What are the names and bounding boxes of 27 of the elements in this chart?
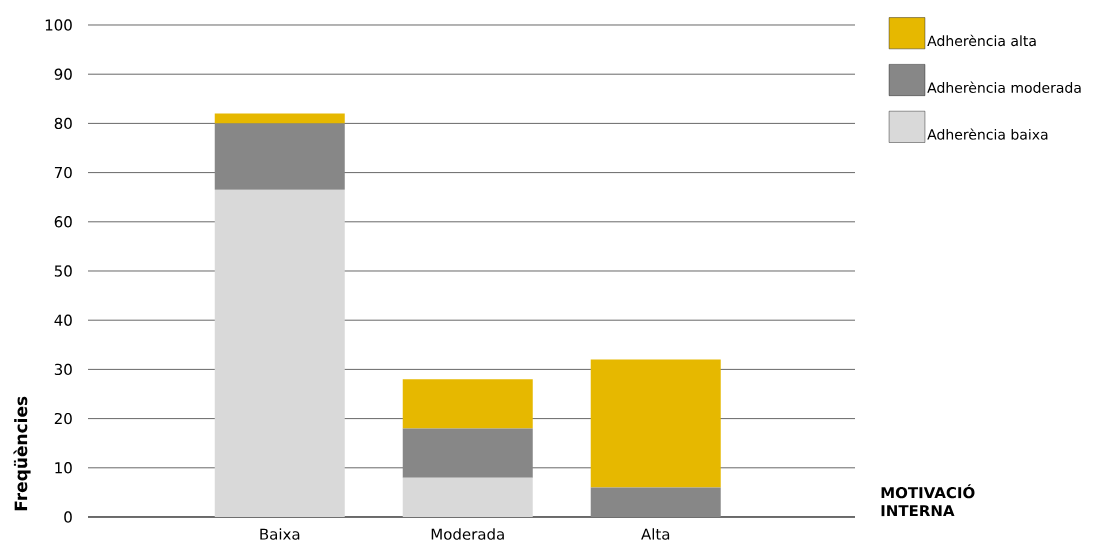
x-axis-title: MOTIVACIÓ INTERNA — [881, 484, 975, 517]
y-tick-label: 80 — [54, 117, 72, 130]
y-tick-label: 70 — [54, 166, 72, 179]
bar — [214, 189, 345, 517]
y-tick-label: 60 — [54, 216, 72, 228]
y-tick-label: 90 — [54, 68, 72, 80]
y-tick-label: 10 — [55, 462, 72, 474]
bar — [214, 123, 345, 190]
legend-label: Adherència moderada — [927, 81, 1081, 93]
bar — [402, 379, 533, 429]
bar — [214, 113, 345, 124]
x-tick-label: Moderada — [431, 528, 504, 540]
bar — [402, 477, 533, 517]
y-tick-label: 20 — [54, 412, 72, 425]
y-tick-label: 40 — [54, 314, 72, 326]
y-tick-label: 50 — [54, 265, 72, 277]
y-tick-label: 100 — [45, 19, 72, 31]
bar — [590, 487, 721, 517]
legend-label: Adherència baixa — [927, 128, 1048, 140]
bar — [402, 428, 533, 478]
x-tick-label: Baixa — [260, 528, 300, 540]
x-tick-label: Alta — [641, 528, 670, 540]
y-axis-title: Freqüències — [13, 396, 31, 511]
y-tick-label: 0 — [64, 511, 72, 523]
y-tick-label: 30 — [54, 363, 72, 376]
legend-label: Adherència alta — [927, 34, 1036, 47]
bar — [590, 359, 721, 488]
